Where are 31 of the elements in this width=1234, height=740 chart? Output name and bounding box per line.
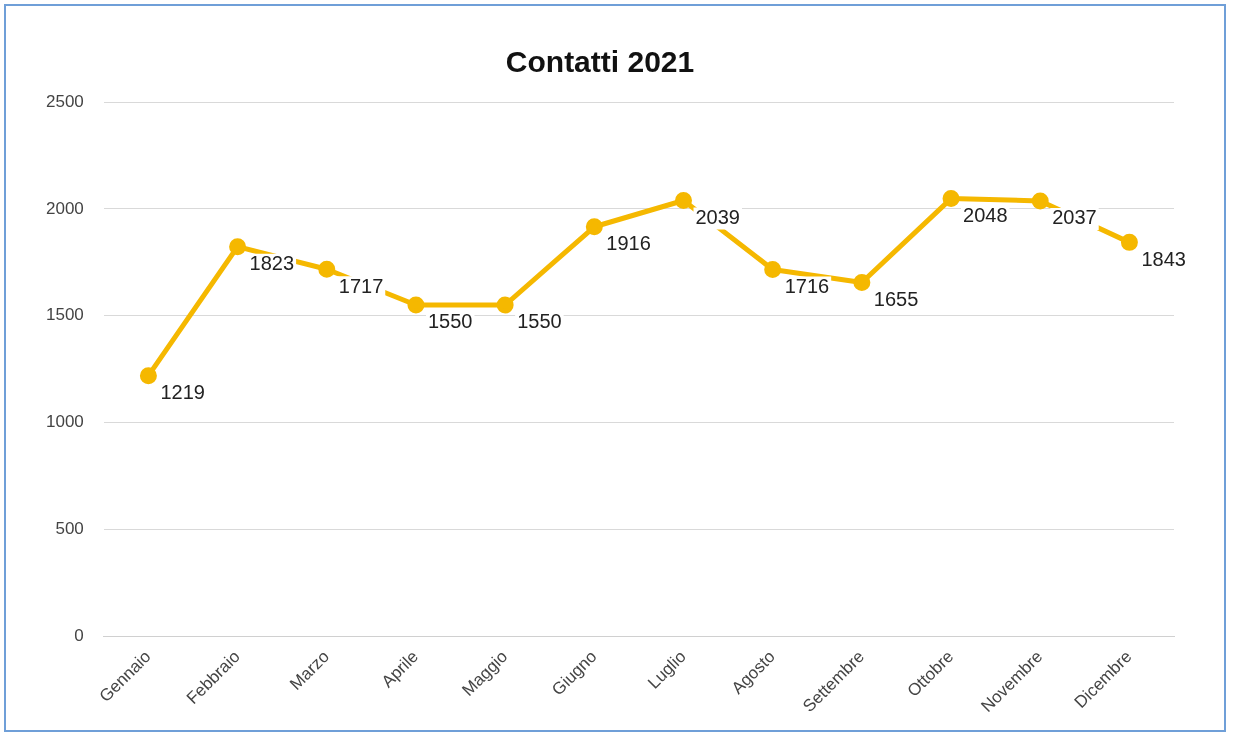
data-label: 1916 xyxy=(606,232,651,255)
point xyxy=(585,218,603,236)
chart-title: Contatti 2021 xyxy=(505,45,695,79)
y-tick-label: 500 xyxy=(55,518,84,538)
point xyxy=(318,260,336,278)
data-label: 1550 xyxy=(427,310,473,333)
data-label: 1717 xyxy=(338,274,384,297)
point xyxy=(764,261,782,278)
data-label: 1219 xyxy=(160,381,205,404)
data-label: 1655 xyxy=(873,288,919,311)
point xyxy=(229,238,247,256)
point xyxy=(496,296,514,314)
y-tick-label: 0 xyxy=(74,625,84,645)
data-label: 1550 xyxy=(517,310,562,333)
data-label: 1843 xyxy=(1141,247,1186,270)
y-tick-label: 1500 xyxy=(45,305,84,325)
point xyxy=(853,274,871,292)
y-tick-label: 2500 xyxy=(45,91,84,111)
point xyxy=(407,296,425,314)
data-label: 1823 xyxy=(249,252,295,275)
y-tick-label: 1000 xyxy=(45,412,84,432)
data-label: 2048 xyxy=(963,204,1008,227)
data-label: 2037 xyxy=(1052,206,1097,229)
y-tick-label: 2000 xyxy=(45,198,84,218)
point xyxy=(675,191,692,209)
data-label: 2039 xyxy=(695,206,740,229)
data-label: 1716 xyxy=(784,275,830,298)
point xyxy=(1120,233,1138,251)
point xyxy=(139,367,157,385)
point xyxy=(942,190,960,208)
point xyxy=(1031,192,1049,210)
